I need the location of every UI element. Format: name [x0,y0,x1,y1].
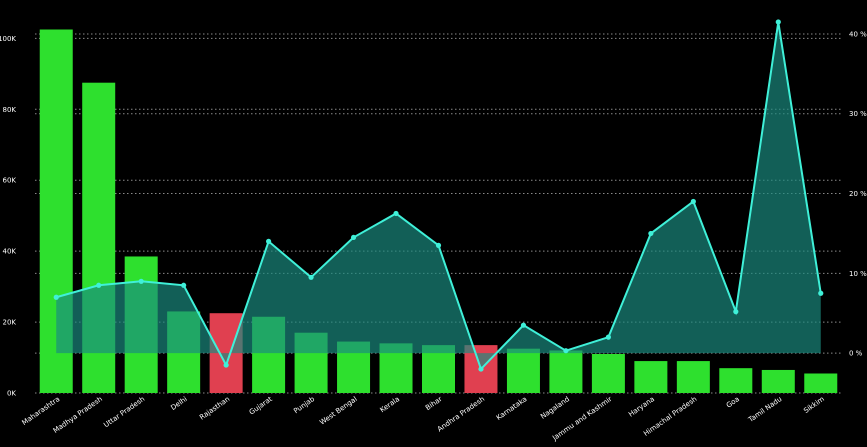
bar [549,350,583,393]
area-point [733,309,739,315]
left-axis: 0K 20K 40K 60K 80K 100K [0,35,16,398]
left-tick-label: 100K [0,35,16,43]
category-label: Uttar Pradesh [102,395,146,429]
area-point [520,322,527,328]
area-point [53,294,59,300]
area-point [435,242,442,248]
category-label: Tamil Nadu [746,395,783,424]
category-label: Gujarat [248,395,274,417]
bar [634,361,668,393]
category-label: Bihar [424,395,444,412]
bar [804,373,838,393]
category-label: Delhi [169,395,188,412]
category-label: West Bengal [318,395,358,427]
area-point [308,274,314,280]
category-label: Sikkim [802,395,826,415]
left-tick-label: 80K [3,106,17,114]
area-point [96,282,102,288]
category-label: Nagaland [539,395,571,421]
right-tick-label: 20 % [849,190,867,198]
area-point [648,230,654,237]
area-point [181,282,187,288]
left-tick-label: 40K [3,248,17,256]
category-label: Rajasthan [198,395,231,422]
right-tick-label: 10 % [849,270,867,278]
bar [591,353,625,393]
category-label: Andhra Pradesh [436,395,486,433]
category-label: Maharashtra [21,395,62,427]
bar [719,368,753,393]
category-label: Goa [725,395,741,410]
category-label: Kerala [379,395,402,414]
area-series [53,19,824,372]
right-tick-label: 0 % [849,350,863,358]
right-axis: 0 % 10 % 20 % 30 % 40 % [849,30,867,357]
left-tick-label: 20K [3,319,17,327]
area-point [690,198,696,205]
area-fill [56,21,821,370]
left-tick-label: 60K [3,177,17,185]
area-point [818,290,824,296]
bar [676,361,710,393]
category-label: Punjab [292,395,316,415]
category-label: Karnataka [495,395,529,422]
category-label: Haryana [627,395,656,419]
area-point [350,234,357,241]
left-tick-label: 0K [7,390,16,398]
bar [761,369,795,393]
right-tick-label: 30 % [849,110,867,118]
area-point [605,334,611,340]
area-point [563,348,569,354]
bar [506,348,540,393]
area-point [223,362,229,368]
area-point [478,366,484,372]
area-point [775,19,781,25]
area-point [138,278,144,284]
right-tick-label: 40 % [849,30,867,38]
area-point [266,238,272,244]
area-point [393,210,399,217]
